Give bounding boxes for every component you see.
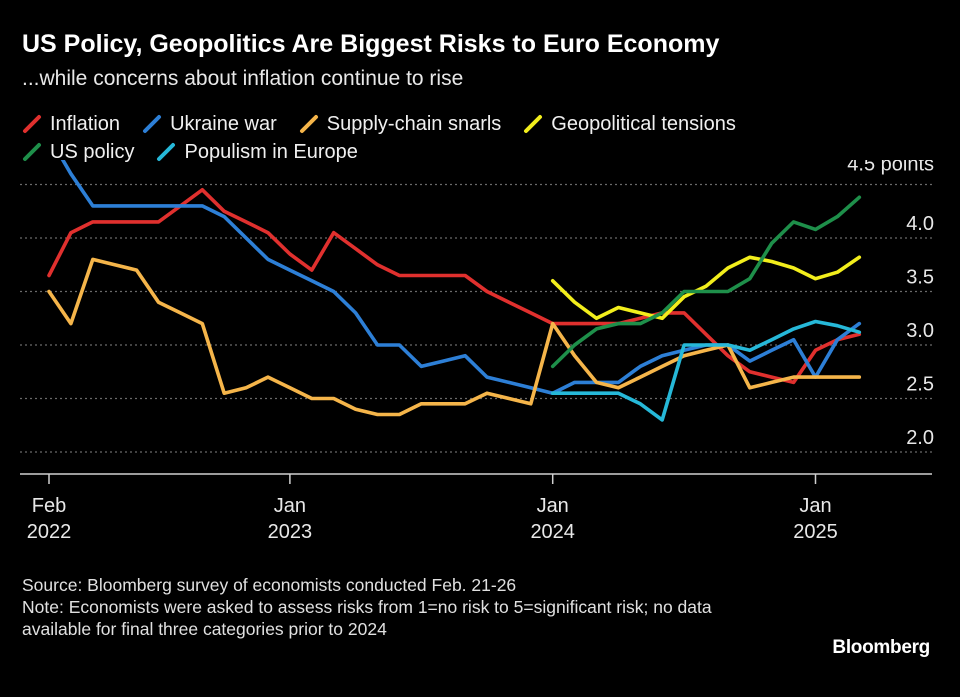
x-tick-label: Jan	[537, 495, 569, 517]
y-tick-label: 3.5	[906, 267, 934, 289]
y-tick-label: 4.0	[906, 213, 934, 235]
y-tick-label: 3.0	[906, 320, 934, 342]
series-line-inflation	[47, 187, 862, 385]
chart-source: Source: Bloomberg survey of economists c…	[22, 574, 722, 640]
legend-label-ukraine-war: Ukraine war	[170, 112, 277, 135]
legend-row-2: US policy Populism in Europe	[22, 138, 922, 166]
legend-item-us-policy: US policy	[22, 141, 134, 164]
legend-label-inflation: Inflation	[50, 112, 121, 135]
legend-label-geopolitical: Geopolitical tensions	[551, 112, 736, 135]
chart-title: US Policy, Geopolitics Are Biggest Risks…	[22, 30, 720, 58]
source-line: Source: Bloomberg survey of economists c…	[22, 575, 517, 595]
series-line-supply-chain-snarls	[47, 257, 862, 417]
legend-label-us-policy: US policy	[50, 140, 135, 163]
series-line-us-policy	[550, 195, 862, 369]
x-tick-label: 2022	[27, 521, 72, 543]
legend-swatch-us-policy	[23, 143, 41, 161]
chart-subtitle: ...while concerns about inflation contin…	[22, 67, 464, 90]
y-tick-label: 2.0	[906, 427, 934, 449]
y-tick-label: 2.5	[906, 374, 934, 396]
bloomberg-logo: Bloomberg	[832, 637, 930, 658]
legend-item-geopolitical: Geopolitical tensions	[523, 113, 736, 136]
legend-swatch-geopolitical	[524, 115, 543, 133]
series-line-geopolitical-tensions	[550, 255, 862, 321]
x-tick-label: Feb	[32, 495, 66, 517]
legend-swatch-inflation	[23, 115, 41, 133]
x-tick-label: 2023	[268, 521, 313, 543]
legend-swatch-supply-chain	[299, 115, 318, 133]
line-chart: 2.0 2.5 3.0 3.5 4.0 4.5 points Feb 2022 Jan 2023 J…	[20, 160, 934, 543]
note-text: Note: Economists were asked to assess ri…	[22, 597, 712, 639]
series-line-populism-in-europe	[550, 319, 862, 422]
legend-item-supply-chain: Supply-chain snarls	[299, 112, 502, 136]
x-tick-label: 2025	[793, 521, 838, 543]
legend-item-ukraine-war: Ukraine war	[142, 113, 277, 136]
x-tick-label: Jan	[799, 495, 831, 517]
legend: Inflation Ukraine war Supply-chain snarl…	[22, 110, 922, 166]
legend-row-1: Inflation Ukraine war Supply-chain snarl…	[22, 110, 922, 138]
legend-label-populism: Populism in Europe	[184, 140, 358, 163]
legend-swatch-ukraine-war	[143, 115, 162, 133]
legend-item-inflation: Inflation	[22, 113, 120, 136]
legend-label-supply-chain: Supply-chain snarls	[326, 112, 502, 135]
legend-swatch-populism	[157, 143, 176, 161]
x-tick-label: 2024	[530, 521, 575, 543]
legend-item-populism: Populism in Europe	[156, 140, 358, 164]
x-tick-label: Jan	[274, 495, 306, 517]
y-unit-label: 4.5 points	[847, 160, 934, 176]
